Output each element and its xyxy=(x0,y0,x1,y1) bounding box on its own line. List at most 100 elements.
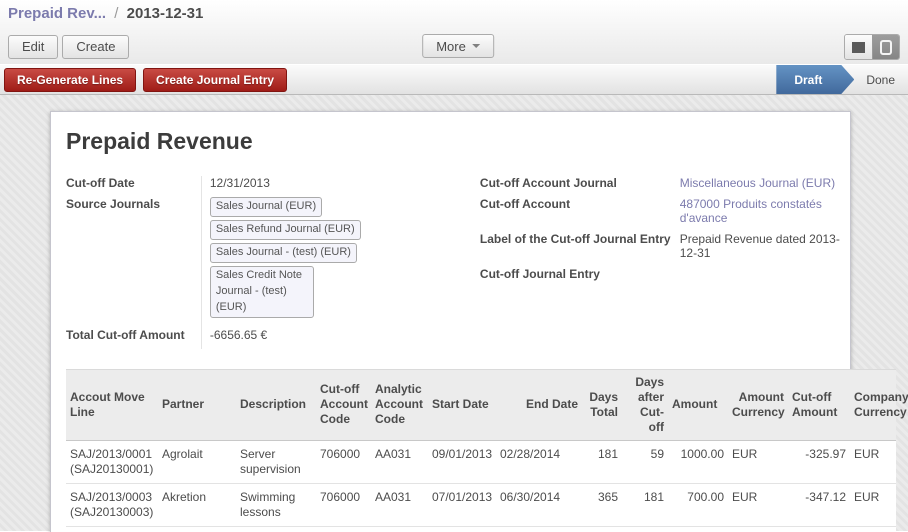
form-action-bar: Re-Generate Lines Create Journal Entry D… xyxy=(0,64,908,95)
table-header-row: Accout Move LinePartnerDescriptionCut-of… xyxy=(66,369,896,440)
view-manager-header: Prepaid Rev... / 2013-12-31 Edit Create … xyxy=(0,0,908,64)
cell-company-currency: EUR xyxy=(850,440,896,483)
breadcrumb-parent-link[interactable]: Prepaid Rev... xyxy=(8,5,106,22)
column-header[interactable]: Company Currency xyxy=(850,369,896,440)
column-header[interactable]: Cut-off Amount xyxy=(788,369,850,440)
form-sheet: Prepaid Revenue Cut-off Date 12/31/2013 … xyxy=(50,111,851,532)
cutoff-account-journal-label: Cut-off Account Journal xyxy=(480,176,680,197)
form-icon xyxy=(880,40,892,55)
form-view-button[interactable] xyxy=(872,35,899,59)
column-header[interactable]: End Date xyxy=(496,369,582,440)
cell-days-after-cutoff: 59 xyxy=(622,440,668,483)
journal-entry-label-value: Prepaid Revenue dated 2013-12-31 xyxy=(680,232,850,267)
form-group-right: Cut-off Account Journal Miscellaneous Jo… xyxy=(480,176,850,288)
cell-partner: Agrolait xyxy=(158,440,236,483)
cell-company-currency: EUR xyxy=(850,527,896,532)
table-row[interactable]: SAJ/2013/0002 (SAJ20130002) Camptocamp M… xyxy=(66,527,896,532)
journal-tag[interactable]: Sales Refund Journal (EUR) xyxy=(210,220,361,240)
page-title: Prepaid Revenue xyxy=(66,128,850,155)
cell-description: Maintenance contract xyxy=(236,527,316,532)
page: Prepaid Rev... / 2013-12-31 Edit Create … xyxy=(0,0,908,532)
column-header[interactable]: Description xyxy=(236,369,316,440)
cell-end-date: 02/28/2014 xyxy=(496,440,582,483)
form-fields: Cut-off Date 12/31/2013 Source Journals … xyxy=(66,176,850,349)
edit-button[interactable]: Edit xyxy=(8,35,58,59)
cutoff-account-link[interactable]: 487000 Produits constatés d'avance xyxy=(680,197,822,225)
column-header[interactable]: Start Date xyxy=(428,369,496,440)
column-header[interactable]: Days after Cut-off xyxy=(622,369,668,440)
cell-days-after-cutoff: 273 xyxy=(622,527,668,532)
cell-amount: 8000.00 xyxy=(668,527,728,532)
cutoff-date-value: 12/31/2013 xyxy=(201,176,464,197)
statusbar: Draft Done xyxy=(776,65,908,94)
column-header[interactable]: Cut-off Account Code xyxy=(316,369,371,440)
regenerate-lines-button[interactable]: Re-Generate Lines xyxy=(4,68,136,92)
toolbar: Edit Create More xyxy=(0,29,908,64)
cell-account-move-line: SAJ/2013/0001 (SAJ20130001) xyxy=(66,440,158,483)
cutoff-journal-entry-value xyxy=(680,267,850,288)
breadcrumb: Prepaid Rev... / 2013-12-31 xyxy=(8,5,900,22)
cell-cutoff-account-code: 706000 xyxy=(316,527,371,532)
source-journals-label: Source Journals xyxy=(66,197,201,328)
column-header[interactable]: Amount Currency xyxy=(728,369,788,440)
cutoff-date-label: Cut-off Date xyxy=(66,176,201,197)
cell-amount: 700.00 xyxy=(668,483,728,526)
column-header[interactable]: Accout Move Line xyxy=(66,369,158,440)
column-header[interactable]: Amount xyxy=(668,369,728,440)
more-button-label: More xyxy=(436,39,466,54)
cutoff-lines-list: Accout Move LinePartnerDescriptionCut-of… xyxy=(66,369,896,532)
cell-days-total: 181 xyxy=(582,440,622,483)
form-view-background: Prepaid Revenue Cut-off Date 12/31/2013 … xyxy=(0,95,908,531)
create-button[interactable]: Create xyxy=(62,35,129,59)
cutoff-account-journal-link[interactable]: Miscellaneous Journal (EUR) xyxy=(680,176,835,190)
more-dropdown-button[interactable]: More xyxy=(422,34,494,58)
cell-start-date: 09/01/2013 xyxy=(428,440,496,483)
cell-analytic-account-code: AA034 xyxy=(371,527,428,532)
view-switcher xyxy=(844,34,900,60)
cell-days-total: 365 xyxy=(582,527,622,532)
breadcrumb-current: 2013-12-31 xyxy=(127,5,204,22)
cell-cutoff-account-code: 706000 xyxy=(316,440,371,483)
cell-account-move-line: SAJ/2013/0002 (SAJ20130002) xyxy=(66,527,158,532)
cell-cutoff-amount: -5983.56 xyxy=(788,527,850,532)
cell-amount-currency: EUR xyxy=(728,527,788,532)
form-group-left: Cut-off Date 12/31/2013 Source Journals … xyxy=(66,176,464,349)
list-icon xyxy=(852,42,865,53)
total-cutoff-amount-value: -6656.65 € xyxy=(201,328,464,349)
cell-description: Swimming lessons xyxy=(236,483,316,526)
source-journals-tags: Sales Journal (EUR) Sales Refund Journal … xyxy=(210,197,464,321)
cell-end-date: 09/30/2014 xyxy=(496,527,582,532)
cell-analytic-account-code: AA031 xyxy=(371,440,428,483)
status-step-done: Done xyxy=(852,73,908,87)
status-step-draft: Draft xyxy=(776,65,854,94)
journal-tag[interactable]: Sales Journal (EUR) xyxy=(210,197,322,217)
cell-days-total: 365 xyxy=(582,483,622,526)
column-header[interactable]: Partner xyxy=(158,369,236,440)
cell-days-after-cutoff: 181 xyxy=(622,483,668,526)
cell-end-date: 06/30/2014 xyxy=(496,483,582,526)
total-cutoff-amount-label: Total Cut-off Amount xyxy=(66,328,201,349)
cell-start-date: 10/01/2013 xyxy=(428,527,496,532)
cell-cutoff-amount: -347.12 xyxy=(788,483,850,526)
column-header[interactable]: Days Total xyxy=(582,369,622,440)
cutoff-account-label: Cut-off Account xyxy=(480,197,680,232)
cell-amount-currency: EUR xyxy=(728,440,788,483)
create-journal-entry-button[interactable]: Create Journal Entry xyxy=(143,68,287,92)
table-row[interactable]: SAJ/2013/0003 (SAJ20130003) Akretion Swi… xyxy=(66,483,896,526)
table-row[interactable]: SAJ/2013/0001 (SAJ20130001) Agrolait Ser… xyxy=(66,440,896,483)
cell-partner: Camptocamp xyxy=(158,527,236,532)
cell-cutoff-account-code: 706000 xyxy=(316,483,371,526)
cell-start-date: 07/01/2013 xyxy=(428,483,496,526)
cell-company-currency: EUR xyxy=(850,483,896,526)
journal-tag[interactable]: Sales Credit Note Journal - (test) (EUR) xyxy=(210,266,314,318)
list-view-button[interactable] xyxy=(845,35,872,59)
breadcrumb-separator: / xyxy=(110,5,122,22)
cell-amount-currency: EUR xyxy=(728,483,788,526)
cutoff-lines-table: Accout Move LinePartnerDescriptionCut-of… xyxy=(66,369,896,532)
column-header[interactable]: Analytic Account Code xyxy=(371,369,428,440)
journal-tag[interactable]: Sales Journal - (test) (EUR) xyxy=(210,243,357,263)
breadcrumb-bar: Prepaid Rev... / 2013-12-31 xyxy=(0,0,908,29)
journal-entry-label-label: Label of the Cut-off Journal Entry xyxy=(480,232,680,267)
cell-description: Server supervision xyxy=(236,440,316,483)
cell-analytic-account-code: AA031 xyxy=(371,483,428,526)
